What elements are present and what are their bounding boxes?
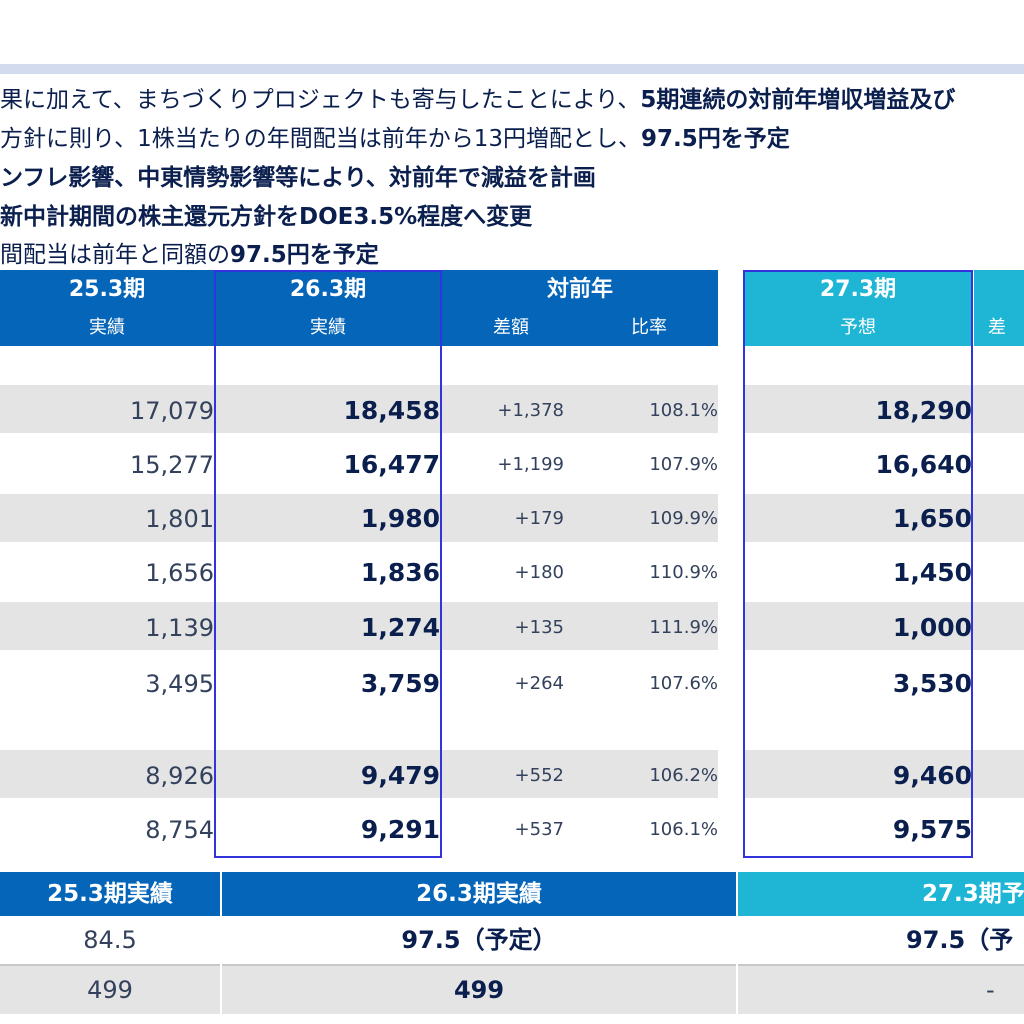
cell-fy25: 15,277 (130, 451, 214, 479)
dividend-header-fy27: 27.3期予 (738, 872, 1024, 916)
cell-fy25: 17,079 (130, 397, 214, 425)
bullet-3-bold: ンフレ影響、中東情勢影響等により、対前年で減益を計画 (0, 165, 596, 191)
cell-fy25: 8,926 (145, 762, 214, 790)
dividend-col-divider-1 (220, 916, 222, 1014)
row-band-7 (0, 750, 718, 798)
cell-diff: +135 (514, 617, 564, 638)
subheader-fy25-actual: 実績 (0, 310, 214, 346)
header-fy26: 26.3期 (216, 270, 440, 310)
cell-fy27: 9,575 (892, 815, 972, 844)
bullet-line-2: 方針に則り、1株当たりの年間配当は前年から13円増配とし、97.5円を予定 (0, 119, 790, 153)
cell-fy26: 9,479 (360, 761, 440, 790)
header-fy27: 27.3期 (744, 270, 972, 310)
dividend-header-fy25: 25.3期実績 (0, 872, 220, 916)
cell-fy26: 1,274 (360, 613, 440, 642)
cell-diff: +1,199 (497, 454, 564, 475)
dividend-row-divider (0, 964, 1024, 966)
cell-ratio: 107.9% (649, 454, 718, 475)
cell-fy27: 1,450 (892, 558, 972, 587)
header-fy25: 25.3期 (0, 270, 214, 310)
cell-ratio: 106.2% (649, 765, 718, 786)
cell-fy26: 3,759 (360, 669, 440, 698)
bullet-5-bold: 97.5円を予定 (230, 242, 379, 268)
bullet-line-1: 果に加えて、まちづくりプロジェクトも寄与したことにより、5期連続の対前年増収増益… (0, 80, 955, 114)
bullet-1-plain: 果に加えて、まちづくりプロジェクトも寄与したことにより、 (0, 87, 641, 113)
cell-fy25: 1,139 (145, 614, 214, 642)
dividend-header-fy26: 26.3期実績 (222, 872, 736, 916)
row-band-7-forecast (744, 750, 1024, 798)
dividend-cell-fy27: 97.5（予 (906, 926, 1014, 954)
bullet-line-4: 新中計期間の株主還元方針をDOE3.5%程度へ変更 (0, 197, 532, 231)
bullet-line-5: 間配当は前年と同額の97.5円を予定 (0, 235, 379, 269)
row-band-5 (0, 602, 718, 650)
cell-fy26: 1,980 (360, 504, 440, 533)
cell-fy26: 1,836 (360, 558, 440, 587)
cell-fy27: 18,290 (875, 396, 972, 425)
dividend-col-divider-2 (736, 916, 738, 1014)
cell-ratio: 109.9% (649, 508, 718, 529)
cell-fy27: 1,650 (892, 504, 972, 533)
row-band-1 (0, 385, 718, 433)
bullet-5-plain: 間配当は前年と同額の (0, 242, 230, 268)
header-yoy: 対前年 (442, 270, 718, 310)
fy27-highlight-frame (743, 270, 973, 858)
cell-fy25: 1,801 (145, 505, 214, 533)
row-band-3 (0, 494, 718, 542)
dividend-cell-fy27: - (986, 976, 995, 1004)
cell-fy27: 1,000 (892, 613, 972, 642)
row-band-3-forecast (744, 494, 1024, 542)
cell-ratio: 106.1% (649, 819, 718, 840)
cell-diff: +537 (514, 819, 564, 840)
bullet-line-3: ンフレ影響、中東情勢影響等により、対前年で減益を計画 (0, 158, 596, 192)
cell-fy26: 18,458 (343, 396, 440, 425)
cell-diff: +264 (514, 673, 564, 694)
subheader-fy26-actual: 実績 (216, 310, 440, 346)
cell-ratio: 107.6% (649, 673, 718, 694)
dividend-cell-fy25: 84.5 (83, 926, 137, 954)
subheader-cut: 差 (974, 310, 1024, 346)
subheader-ratio: 比率 (580, 310, 718, 346)
cell-fy27: 16,640 (875, 450, 972, 479)
bullet-4-bold: 新中計期間の株主還元方針をDOE3.5%程度へ変更 (0, 204, 533, 230)
header-cut-column (974, 270, 1024, 310)
cell-ratio: 111.9% (649, 617, 718, 638)
cell-diff: +180 (514, 562, 564, 583)
dividend-cell-fy25: 499 (87, 976, 133, 1004)
fy26-highlight-frame (214, 270, 442, 858)
row-band-1-forecast (744, 385, 1024, 433)
dividend-row-band (0, 966, 1024, 1014)
dividend-cell-fy26: 97.5（予定） (401, 926, 557, 954)
cell-fy26: 9,291 (360, 815, 440, 844)
subheader-fy27-forecast: 予想 (744, 310, 972, 346)
cell-diff: +552 (514, 765, 564, 786)
cell-ratio: 108.1% (649, 400, 718, 421)
bullet-2-plain: 方針に則り、1株当たりの年間配当は前年から13円増配とし、 (0, 126, 641, 152)
cell-diff: +179 (514, 508, 564, 529)
row-band-5-forecast (744, 602, 1024, 650)
cell-fy25: 3,495 (145, 670, 214, 698)
bullet-1-bold: 5期連続の対前年増収増益及び (640, 87, 956, 113)
cell-diff: +1,378 (497, 400, 564, 421)
bullet-2-bold: 97.5円を予定 (640, 126, 790, 152)
cell-fy26: 16,477 (343, 450, 440, 479)
top-divider-bar (0, 64, 1024, 74)
cell-fy27: 3,530 (892, 669, 972, 698)
cell-ratio: 110.9% (649, 562, 718, 583)
cell-fy27: 9,460 (892, 761, 972, 790)
cell-fy25: 8,754 (145, 816, 214, 844)
subheader-diff: 差額 (442, 310, 580, 346)
cell-fy25: 1,656 (145, 559, 214, 587)
dividend-cell-fy26: 499 (453, 976, 505, 1004)
